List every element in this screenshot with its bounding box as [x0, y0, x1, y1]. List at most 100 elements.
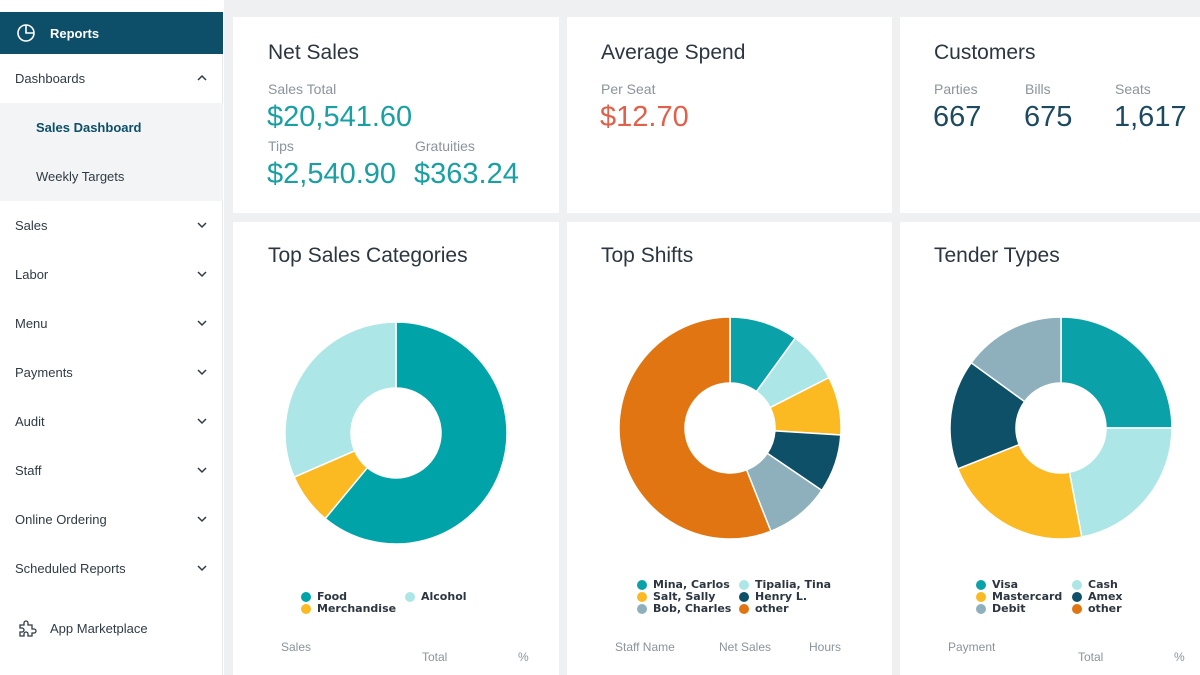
chevron-down-icon: [197, 221, 207, 228]
legend-item: other: [739, 602, 789, 615]
chevron-down-icon: [197, 319, 207, 326]
donut-slice-other[interactable]: [618, 316, 772, 540]
sidebar-item-audit[interactable]: Audit: [0, 397, 223, 446]
sidebar-item-label: Sales: [15, 218, 48, 233]
legend-swatch: [1072, 579, 1082, 590]
average-spend-card: Average Spend Per Seat $12.70: [567, 17, 892, 213]
legend-item: Debit: [976, 602, 1026, 615]
legend-swatch: [976, 591, 986, 602]
legend-item: other: [1072, 602, 1122, 615]
legend-item: Merchandise: [301, 602, 396, 615]
sidebar-item-menu[interactable]: Menu: [0, 299, 223, 348]
sidebar-item-dashboards[interactable]: Dashboards: [0, 54, 223, 103]
card-title: Top Shifts: [601, 244, 694, 267]
sales-categories-donut-chart: [284, 321, 508, 545]
legend-swatch: [301, 591, 311, 602]
app-marketplace-link[interactable]: App Marketplace: [0, 606, 223, 650]
legend-swatch: [301, 603, 311, 614]
legend-label: Henry L.: [755, 590, 808, 603]
puzzle-icon: [19, 620, 37, 637]
legend-label: other: [1088, 602, 1122, 615]
table-header-total: Total: [422, 650, 448, 664]
sales-total-value: $20,541.60: [267, 101, 413, 133]
chevron-down-icon: [197, 368, 207, 375]
net-sales-card: Net Sales Sales Total $20,541.60 Tips $2…: [233, 17, 559, 213]
sidebar-subitem-weekly-targets[interactable]: Weekly Targets: [36, 169, 125, 184]
legend-swatch: [739, 603, 749, 614]
sidebar-item-online-ordering[interactable]: Online Ordering: [0, 495, 223, 544]
sidebar: Reports Dashboards Sales Dashboard Weekl…: [0, 0, 223, 675]
donut-slice-visa[interactable]: [1060, 316, 1173, 429]
table-header-net-sales: Net Sales: [719, 640, 772, 654]
sales-total-label: Sales Total: [268, 81, 337, 97]
legend-swatch: [637, 591, 647, 602]
legend-item: Cash: [1072, 578, 1118, 591]
legend-label: other: [755, 602, 789, 615]
legend-label: Debit: [992, 602, 1026, 615]
legend-swatch: [976, 603, 986, 614]
legend-label: Food: [317, 590, 348, 603]
sidebar-item-label: Online Ordering: [15, 512, 107, 527]
legend-swatch: [739, 579, 749, 590]
legend-label: Salt, Sally: [653, 590, 716, 603]
table-header-hours: Hours: [809, 640, 842, 654]
legend-label: Cash: [1088, 578, 1118, 591]
top-shifts-donut-chart: [618, 316, 842, 540]
legend-item: Alcohol: [405, 590, 467, 603]
legend-item: Bob, Charles: [637, 602, 731, 615]
legend-item: Food: [301, 590, 347, 603]
table-header-payment: Payment: [948, 640, 996, 654]
per-seat-label: Per Seat: [601, 81, 656, 97]
pie-chart-icon: [16, 23, 36, 43]
seats-value: 1,617: [1114, 101, 1187, 133]
chevron-down-icon: [197, 564, 207, 571]
legend-label: Amex: [1088, 590, 1123, 603]
legend-item: Amex: [1072, 590, 1123, 603]
legend-swatch: [1072, 591, 1082, 602]
top-shifts-legend: Mina, Carlos Tipalia, Tina Salt, Sally H…: [637, 578, 877, 618]
tender-types-legend: Visa Cash Mastercard Amex Debit other: [976, 578, 1196, 618]
sidebar-item-payments[interactable]: Payments: [0, 348, 223, 397]
card-title: Customers: [934, 41, 1036, 64]
gratuities-value: $363.24: [414, 158, 519, 190]
sidebar-item-labor[interactable]: Labor: [0, 250, 223, 299]
sidebar-item-label: Scheduled Reports: [15, 561, 126, 576]
chevron-up-icon: [197, 74, 207, 81]
legend-item: Henry L.: [739, 590, 807, 603]
table-header-percent: %: [518, 650, 529, 664]
sidebar-item-scheduled-reports[interactable]: Scheduled Reports: [0, 544, 223, 593]
legend-label: Bob, Charles: [653, 602, 732, 615]
chevron-down-icon: [197, 270, 207, 277]
legend-item: Visa: [976, 578, 1018, 591]
app-marketplace-label: App Marketplace: [50, 620, 148, 636]
legend-swatch: [1072, 603, 1082, 614]
donut-slice-mastercard[interactable]: [956, 443, 1083, 540]
donut-slice-debit[interactable]: [970, 316, 1062, 403]
sales-categories-legend: Food Alcohol Merchandise: [301, 590, 541, 622]
sidebar-item-label: Payments: [15, 365, 73, 380]
tips-value: $2,540.90: [267, 158, 397, 190]
top-shifts-card: Top Shifts Mina, Carlos Tipalia, Tina Sa…: [567, 222, 892, 675]
tips-label: Tips: [268, 138, 294, 154]
parties-value: 667: [933, 101, 982, 133]
parties-label: Parties: [934, 81, 978, 97]
dashboards-subnav: Sales Dashboard Weekly Targets: [0, 103, 223, 201]
sidebar-item-sales[interactable]: Sales: [0, 201, 223, 250]
legend-swatch: [405, 591, 415, 602]
reports-nav-header[interactable]: Reports: [0, 12, 223, 54]
chevron-down-icon: [197, 515, 207, 522]
bills-value: 675: [1024, 101, 1073, 133]
sidebar-subitem-sales-dashboard[interactable]: Sales Dashboard: [36, 120, 142, 135]
legend-swatch: [637, 579, 647, 590]
sidebar-item-staff[interactable]: Staff: [0, 446, 223, 495]
gratuities-label: Gratuities: [415, 138, 475, 154]
legend-label: Alcohol: [421, 590, 467, 603]
legend-item: Tipalia, Tina: [739, 578, 831, 591]
seats-label: Seats: [1115, 81, 1151, 97]
donut-slice-cash[interactable]: [1068, 427, 1173, 538]
card-title: Tender Types: [934, 244, 1060, 267]
donut-slice-food[interactable]: [324, 321, 508, 545]
donut-slice-alcohol[interactable]: [284, 321, 397, 479]
legend-label: Mastercard: [992, 590, 1063, 603]
card-title: Net Sales: [268, 41, 360, 64]
